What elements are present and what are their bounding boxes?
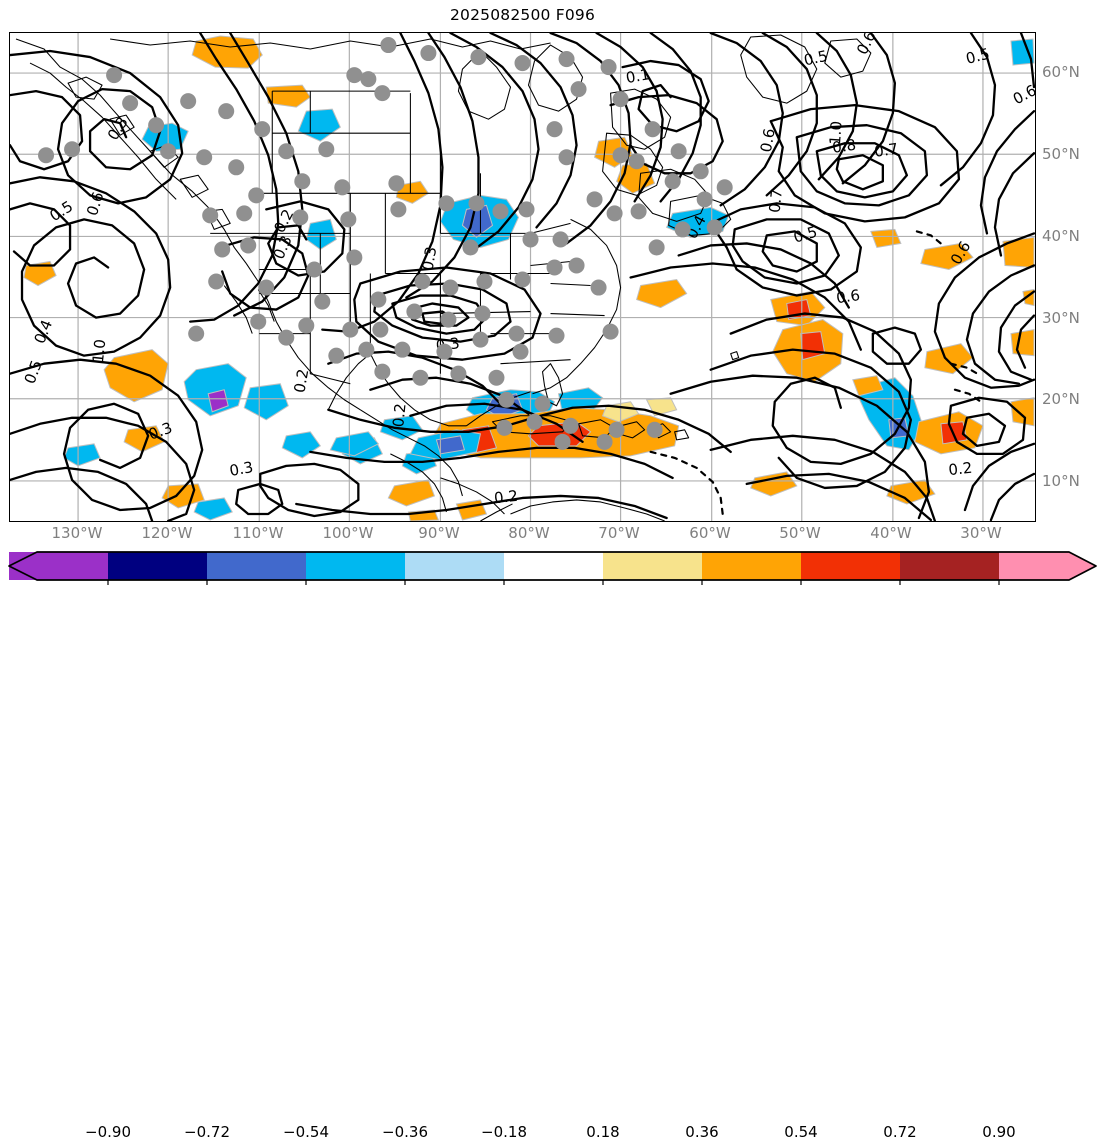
x-tick-5: 80°W	[508, 524, 550, 542]
y-tick-60: 60°N	[1042, 63, 1080, 81]
y-tick-40: 40°N	[1042, 227, 1080, 245]
cbar-tick-7: 0.54	[784, 1123, 818, 1141]
svg-text:0.5: 0.5	[964, 45, 992, 68]
cbar-tick-6: 0.36	[685, 1123, 719, 1141]
cbar-tick-8: 0.72	[883, 1123, 917, 1141]
x-axis-tick-labels: 130°W 120°W 110°W 100°W 90°W 80°W 70°W 6…	[9, 524, 1036, 546]
x-tick-9: 40°W	[870, 524, 912, 542]
svg-text:0.6: 0.6	[757, 127, 779, 154]
y-axis-tick-labels: 60°N 50°N 40°N 30°N 20°N 10°N	[1042, 32, 1105, 522]
svg-text:1.0: 1.0	[826, 120, 846, 145]
cbar-tick-1: −0.72	[184, 1123, 230, 1141]
y-tick-20: 20°N	[1042, 390, 1080, 408]
x-tick-4: 90°W	[418, 524, 460, 542]
svg-text:0.3: 0.3	[146, 419, 175, 444]
svg-text:0.3: 0.3	[419, 245, 441, 272]
cbar-cell-5	[504, 552, 603, 580]
svg-text:0.6: 0.6	[853, 33, 880, 58]
cbar-cell-6	[603, 552, 702, 580]
x-tick-3: 100°W	[322, 524, 374, 542]
cbar-cell-8	[801, 552, 900, 580]
cbar-tick-3: −0.36	[382, 1123, 428, 1141]
svg-text:0.5: 0.5	[802, 47, 829, 70]
x-tick-8: 50°W	[779, 524, 821, 542]
cbar-cell-9	[900, 552, 999, 580]
cbar-tick-9: 0.90	[982, 1123, 1016, 1141]
cbar-cell-4	[405, 552, 504, 580]
svg-text:0.7: 0.7	[873, 140, 899, 161]
svg-text:0.3: 0.3	[228, 458, 255, 480]
cbar-cell-10	[999, 552, 1069, 580]
contour-lines-dashed	[649, 230, 983, 516]
colorbar-tick-labels: −0.90 −0.72 −0.54 −0.36 −0.18 0.18 0.36 …	[0, 1123, 1105, 1145]
svg-text:0.8: 0.8	[831, 136, 857, 157]
svg-text:0.1: 0.1	[624, 65, 651, 87]
cbar-cell-7	[702, 552, 801, 580]
svg-text:0.5: 0.5	[47, 197, 77, 225]
svg-text:0.6: 0.6	[835, 286, 861, 307]
cbar-tick-4: −0.18	[481, 1123, 527, 1141]
svg-text:1.0: 1.0	[89, 338, 109, 364]
svg-text:0.6: 0.6	[1010, 81, 1035, 108]
svg-text:0.7: 0.7	[766, 188, 786, 214]
cbar-cell-3	[306, 552, 405, 580]
cbar-cell-0	[9, 552, 108, 580]
x-tick-6: 70°W	[598, 524, 640, 542]
x-tick-1: 120°W	[141, 524, 193, 542]
colorbar-ticks	[107, 580, 1000, 585]
y-tick-50: 50°N	[1042, 145, 1080, 163]
colorbar-outline	[8, 551, 1097, 581]
map-canvas: 0.3 0.5 0.6 0.4 0.5 1.0 0.3 0.2 0.3 0.3 …	[10, 33, 1035, 521]
cbar-tick-2: −0.54	[283, 1123, 329, 1141]
colorbar[interactable]: −0.90 −0.72 −0.54 −0.36 −0.18 0.18 0.36 …	[0, 548, 1105, 1141]
cbar-tick-5: 0.18	[586, 1123, 620, 1141]
contour-lines	[10, 33, 1035, 521]
svg-text:0.2: 0.2	[389, 402, 409, 428]
cbar-cell-1	[108, 552, 207, 580]
chart-title: 2025082500 F096	[449, 6, 596, 24]
cbar-tick-0: −0.90	[85, 1123, 131, 1141]
y-tick-30: 30°N	[1042, 309, 1080, 327]
x-tick-7: 60°W	[689, 524, 731, 542]
station-dots-overlay	[38, 37, 733, 450]
cbar-cell-2	[207, 552, 306, 580]
x-tick-0: 130°W	[51, 524, 103, 542]
chart-root: 2025082500 F096	[0, 6, 1105, 1141]
x-tick-2: 110°W	[232, 524, 284, 542]
x-tick-10: 30°W	[960, 524, 1002, 542]
y-tick-10: 10°N	[1042, 472, 1080, 490]
cbar-over-arrow	[1069, 552, 1096, 580]
svg-text:0.2: 0.2	[290, 368, 312, 395]
svg-text:0.2: 0.2	[948, 459, 974, 479]
map-plot-area[interactable]: 0.3 0.5 0.6 0.4 0.5 1.0 0.3 0.2 0.3 0.3 …	[9, 32, 1036, 522]
svg-text:0.5: 0.5	[791, 223, 819, 247]
svg-text:0.5: 0.5	[21, 358, 46, 387]
colorbar-swatches[interactable]	[0, 548, 1105, 588]
svg-text:0.2: 0.2	[493, 487, 519, 507]
svg-text:0.6: 0.6	[83, 190, 107, 218]
